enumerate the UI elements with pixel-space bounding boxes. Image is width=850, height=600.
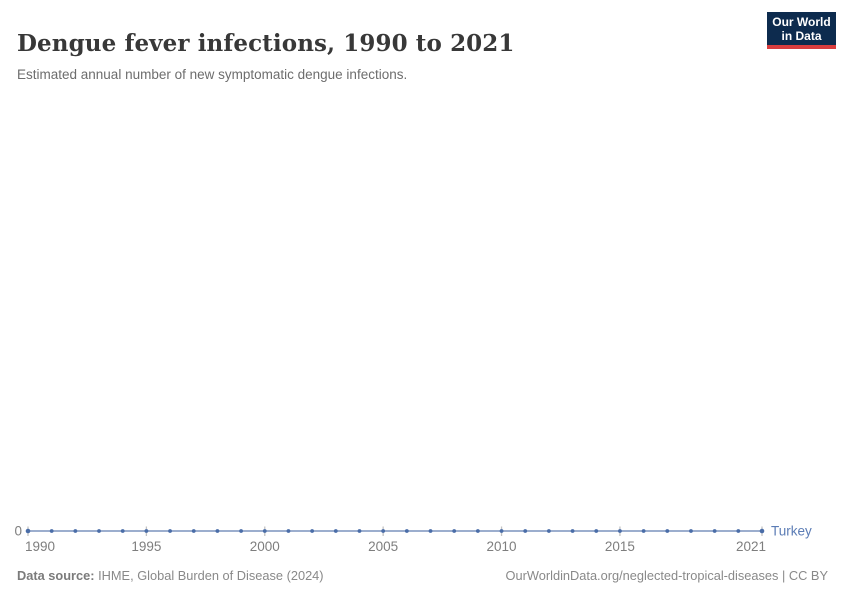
data-point[interactable] xyxy=(310,529,315,533)
data-point[interactable] xyxy=(523,529,528,533)
data-point[interactable] xyxy=(49,529,54,533)
x-axis-label: 1990 xyxy=(25,539,55,554)
data-point[interactable] xyxy=(594,529,599,533)
data-point[interactable] xyxy=(712,529,717,533)
data-point[interactable] xyxy=(547,529,551,533)
page-title: Dengue fever infections, 1990 to 2021 xyxy=(17,30,515,58)
data-point[interactable] xyxy=(689,529,693,533)
data-point[interactable] xyxy=(144,529,149,533)
y-axis-zero-label: 0 xyxy=(14,524,22,539)
data-point[interactable] xyxy=(191,529,196,533)
data-point[interactable] xyxy=(428,529,433,533)
data-source-value: IHME, Global Burden of Disease (2024) xyxy=(94,568,324,583)
chart-canvas: 1990 1995 2000 2005 2010 2015 2021 0 Turkey xyxy=(14,524,812,555)
data-point[interactable] xyxy=(736,529,741,533)
owid-logo-line1: Our World xyxy=(772,14,831,29)
owid-logo-line2: in Data xyxy=(781,28,822,43)
data-point[interactable] xyxy=(168,529,172,533)
data-point[interactable] xyxy=(641,529,646,533)
data-point[interactable] xyxy=(570,529,575,533)
data-point[interactable] xyxy=(286,529,291,533)
data-point[interactable] xyxy=(404,529,409,533)
data-point[interactable] xyxy=(262,529,267,533)
x-axis-label: 2010 xyxy=(487,539,517,554)
data-point[interactable] xyxy=(25,528,31,534)
data-point[interactable] xyxy=(120,529,125,533)
data-point[interactable] xyxy=(759,528,765,534)
data-point[interactable] xyxy=(499,529,504,533)
data-point[interactable] xyxy=(357,529,362,533)
data-point[interactable] xyxy=(73,529,78,533)
data-source-label: Data source: xyxy=(17,568,95,583)
chart-footer: Data source: IHME, Global Burden of Dise… xyxy=(17,568,828,584)
data-point[interactable] xyxy=(618,529,622,533)
data-point[interactable] xyxy=(239,529,243,533)
data-point[interactable] xyxy=(665,529,670,533)
entity-label-turkey[interactable]: Turkey xyxy=(771,524,812,539)
page-subtitle: Estimated annual number of new symptomat… xyxy=(17,66,408,82)
x-axis-label: 1995 xyxy=(131,539,161,554)
footer-data-source: Data source: IHME, Global Burden of Dise… xyxy=(17,568,324,584)
x-axis-label: 2005 xyxy=(368,539,398,554)
x-axis-label: 2000 xyxy=(250,539,280,554)
footer-attribution: OurWorldinData.org/neglected-tropical-di… xyxy=(505,568,828,583)
data-point[interactable] xyxy=(97,529,101,533)
data-point[interactable] xyxy=(215,529,220,533)
data-point[interactable] xyxy=(381,529,386,533)
x-axis-label: 2021 xyxy=(736,539,766,554)
owid-logo[interactable]: Our World in Data xyxy=(767,12,836,49)
data-point[interactable] xyxy=(452,529,457,533)
x-axis-label: 2015 xyxy=(605,539,635,554)
data-point[interactable] xyxy=(475,529,480,533)
data-point[interactable] xyxy=(333,529,338,533)
